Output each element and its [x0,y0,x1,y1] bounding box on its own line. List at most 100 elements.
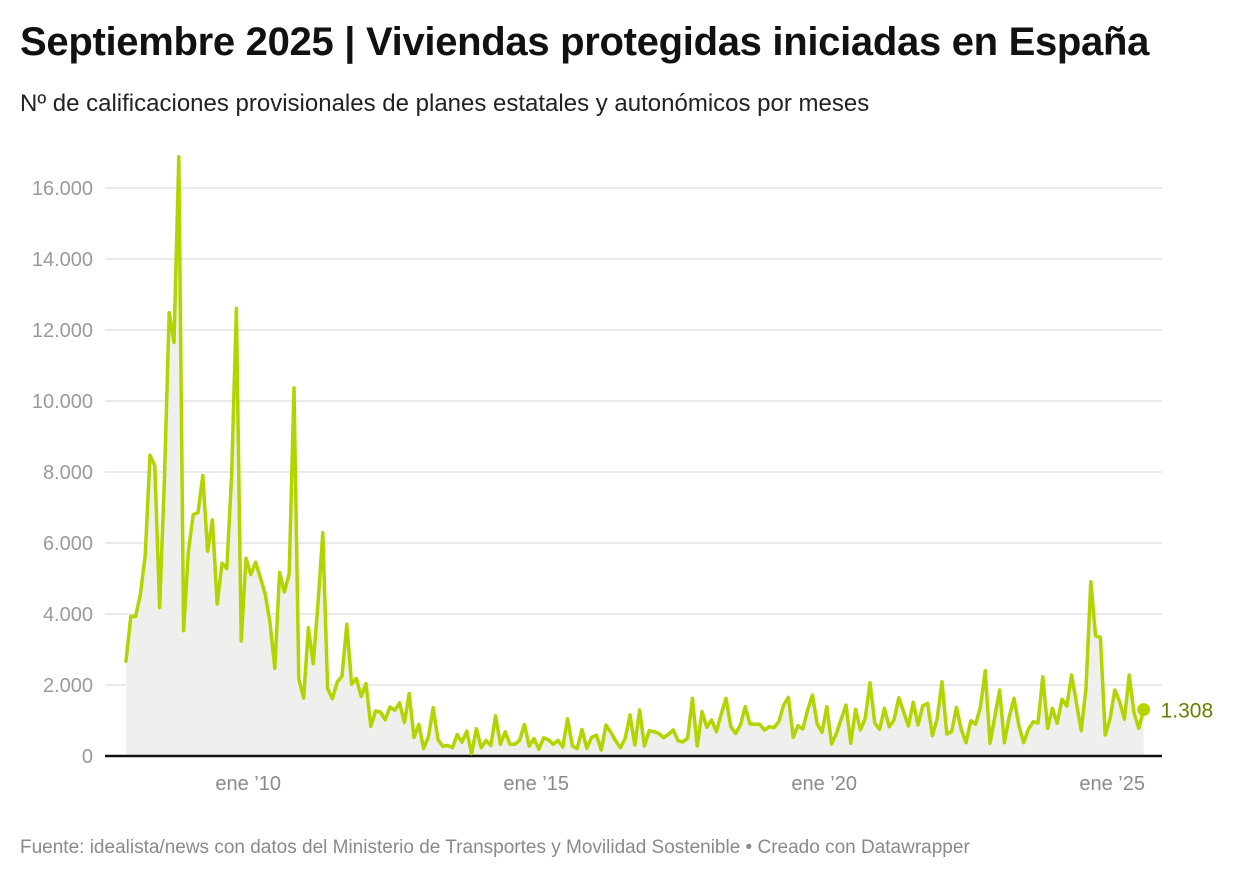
data-point-2015-08 [561,745,565,749]
data-point-2022-03 [940,680,944,684]
data-point-2023-04 [1002,741,1006,745]
data-point-2022-11 [978,705,982,709]
data-point-2015-04 [542,736,546,740]
data-point-2017-09 [681,740,685,744]
data-point-2022-12 [983,669,987,673]
data-point-2009-06 [206,549,210,553]
data-point-2016-04 [599,748,603,752]
data-point-2014-07 [498,742,502,746]
data-point-2011-02 [302,696,306,700]
data-point-2018-07 [729,725,733,729]
data-point-2009-03 [191,513,195,517]
data-point-2018-06 [724,696,728,700]
data-point-2019-04 [772,726,776,730]
data-point-2014-10 [513,742,517,746]
data-point-2020-09 [854,707,858,711]
data-point-2024-12 [1098,635,1102,639]
data-point-2021-04 [887,725,891,729]
data-point-2024-02 [1050,706,1054,710]
data-point-2020-07 [844,703,848,707]
data-point-2015-07 [556,738,560,742]
data-point-2014-03 [479,746,483,750]
data-point-2016-09 [623,736,627,740]
data-point-2012-02 [359,694,363,698]
data-point-2021-12 [926,701,930,705]
data-point-2008-10 [167,311,171,315]
data-point-2016-03 [594,733,598,737]
data-point-2011-08 [330,697,334,701]
data-point-2013-09 [450,746,454,750]
data-point-2025-06 [1127,673,1131,677]
data-point-2012-03 [364,682,368,686]
data-point-2008-09 [162,478,166,482]
data-point-2010-11 [287,572,291,576]
data-point-2010-01 [239,639,243,643]
data-point-2017-01 [642,744,646,748]
y-tick-label: 6.000 [43,533,93,555]
data-point-2016-08 [618,746,622,750]
data-point-2008-11 [172,340,176,344]
data-point-2022-07 [959,727,963,731]
data-point-2014-06 [494,714,498,718]
data-point-2018-02 [705,725,709,729]
data-point-2010-12 [292,386,296,390]
data-point-2025-01 [1103,733,1107,737]
x-tick-label: ene ’15 [503,773,569,795]
data-point-2011-06 [321,531,325,535]
data-point-2013-10 [455,733,459,737]
data-point-2008-05 [143,553,147,557]
y-tick-label: 2.000 [43,675,93,697]
source-footer: Fuente: idealista/news con datos del Min… [20,837,970,858]
data-point-2024-08 [1079,729,1083,733]
data-point-2025-02 [1108,717,1112,721]
data-point-2019-12 [810,693,814,697]
data-point-2022-09 [969,719,973,723]
data-point-2012-04 [369,724,373,728]
data-point-2013-06 [436,738,440,742]
end-value-label: 1.308 [1161,700,1214,723]
data-point-2019-01 [758,722,762,726]
data-point-2022-02 [935,716,939,720]
data-point-2012-06 [378,710,382,714]
data-point-2012-12 [407,692,411,696]
data-point-2011-01 [297,677,301,681]
data-point-2017-03 [652,730,656,734]
data-point-2009-04 [196,510,200,514]
data-point-2022-08 [964,741,968,745]
data-point-2008-07 [153,464,157,468]
data-point-2010-08 [273,666,277,670]
data-point-2015-11 [575,747,579,751]
data-point-2024-09 [1084,686,1088,690]
data-point-2010-03 [249,573,253,577]
data-point-2009-07 [210,518,214,522]
data-point-2010-02 [244,556,248,560]
data-point-2014-04 [484,738,488,742]
data-point-2020-02 [820,730,824,734]
y-tick-label: 16.000 [32,178,93,200]
data-point-2015-06 [551,742,555,746]
data-point-2019-07 [786,695,790,699]
data-point-2012-10 [398,701,402,705]
x-tick-label: ene ’25 [1079,773,1145,795]
data-point-2018-09 [738,723,742,727]
data-point-2023-05 [1007,715,1011,719]
data-point-2023-12 [1041,675,1045,679]
data-point-2019-08 [791,735,795,739]
y-tick-label: 0 [82,746,93,768]
y-tick-label: 8.000 [43,462,93,484]
data-point-2008-06 [148,453,152,457]
data-point-2008-12 [177,155,181,159]
data-point-2009-08 [215,602,219,606]
data-point-2025-04 [1118,700,1122,704]
data-point-2021-05 [892,718,896,722]
x-axis-tick-labels: ene ’10 ene ’15 ene ’20 ene ’25 [215,773,1145,795]
data-point-2018-10 [743,705,747,709]
data-point-2025-08 [1137,726,1141,730]
data-point-2013-02 [417,722,421,726]
data-point-2013-07 [441,744,445,748]
data-point-2024-01 [1046,726,1050,730]
data-point-2020-08 [849,741,853,745]
data-point-2021-06 [897,696,901,700]
data-point-2019-09 [796,724,800,728]
data-point-2022-05 [950,730,954,734]
